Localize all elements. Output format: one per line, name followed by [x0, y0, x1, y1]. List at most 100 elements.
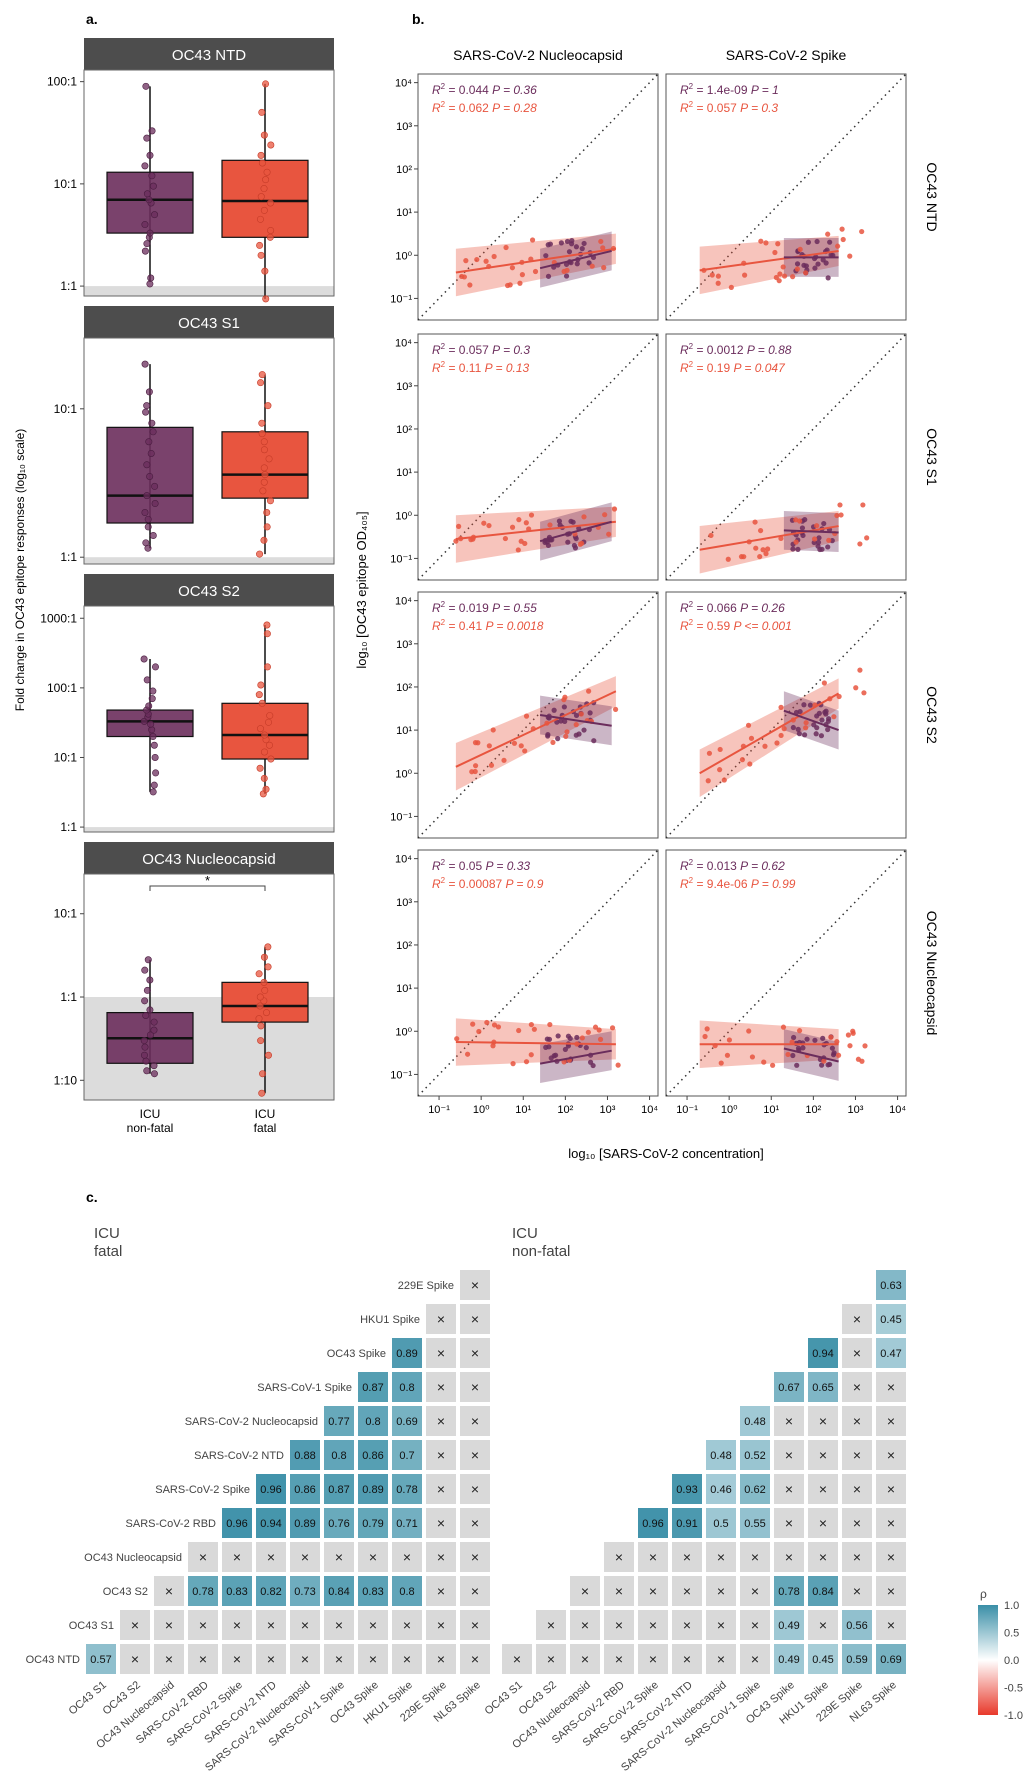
- heatmap-cell-value: 0.79: [362, 1518, 383, 1530]
- x-category-label: non-fatal: [127, 1121, 174, 1135]
- nonfatal-point: [795, 1045, 802, 1051]
- data-point: [142, 539, 150, 547]
- heatmap-cell-marker: ×: [301, 1549, 309, 1565]
- fatal-point: [796, 518, 803, 524]
- heatmap-cell-marker: ×: [717, 1617, 725, 1633]
- heatmap-cell-na: [740, 1644, 770, 1674]
- fatal-confidence-band: [699, 235, 839, 295]
- heatmap-cell-na: [876, 1474, 906, 1504]
- identity-line: [665, 73, 907, 321]
- heatmap-cell: [740, 1440, 770, 1470]
- panel-strip: [84, 842, 334, 874]
- heatmap-cell: [672, 1508, 702, 1538]
- heatmap-cell-na: [876, 1610, 906, 1640]
- heatmap-cell-na: [740, 1542, 770, 1572]
- nonfatal-point: [573, 712, 580, 719]
- data-point: [260, 478, 268, 486]
- heatmap-cell-marker: ×: [683, 1651, 691, 1667]
- heatmap-cell-value: 0.48: [710, 1450, 731, 1462]
- data-point: [141, 360, 149, 368]
- nonfatal-point: [590, 1062, 596, 1069]
- heatmap-cell-na: [188, 1610, 218, 1640]
- data-point: [255, 691, 263, 699]
- heatmap-cell-marker: ×: [717, 1651, 725, 1667]
- heatmap-cell-value: 0.71: [396, 1518, 417, 1530]
- nonfatal-point: [555, 736, 561, 742]
- fatal-point: [523, 713, 530, 719]
- heatmap-cell: [392, 1440, 422, 1470]
- heatmap-cell-na: [188, 1644, 218, 1674]
- heatmap-cell-na: [460, 1474, 490, 1504]
- x-category-label: ICU: [255, 1107, 276, 1121]
- fatal-point: [561, 1059, 567, 1065]
- nonfatal-point: [574, 1034, 580, 1041]
- fatal-point: [456, 523, 462, 529]
- fatal-point: [834, 512, 840, 519]
- heatmap-cell-marker: ×: [649, 1651, 657, 1667]
- row-header: OC43 S1: [924, 428, 940, 486]
- heatmap-cell-value: 0.8: [399, 1586, 414, 1598]
- heatmap-cell-na: [842, 1542, 872, 1572]
- fatal-point: [532, 268, 539, 275]
- heatmap-title: fatal: [94, 1243, 122, 1260]
- data-point: [145, 438, 153, 446]
- heatmap-cell-marker: ×: [131, 1651, 139, 1667]
- heatmap-cell: [706, 1474, 736, 1504]
- fatal-point: [612, 706, 619, 713]
- heatmap-cell-marker: ×: [853, 1515, 861, 1531]
- nonfatal-point: [558, 240, 564, 246]
- data-point: [256, 215, 264, 223]
- nonfatal-point: [794, 261, 801, 267]
- nonfatal-point: [801, 702, 807, 708]
- nonfatal-point: [812, 1037, 818, 1043]
- regression-stats: R2 = 0.05 P = 0.33: [432, 858, 530, 873]
- scatter-panel: 10⁻¹ 10⁻¹ 10⁰ 10⁰ 10¹ 10¹ 10² 10² 10³ 10³ 10⁴ 10⁴ R2…: [390, 849, 659, 1116]
- nonfatal-point: [569, 237, 575, 244]
- panel-label-c: c.: [86, 1189, 98, 1205]
- x-tick-label: 10³: [848, 1104, 864, 1116]
- fatal-point: [470, 1021, 476, 1027]
- heatmap-cell: [222, 1576, 252, 1606]
- heatmap-row-label: 229E Spike: [398, 1280, 454, 1292]
- fatal-point: [564, 729, 570, 735]
- y-tick-label: 1:1: [60, 279, 77, 293]
- heatmap-cell-na: [426, 1542, 456, 1572]
- fatal-point: [509, 265, 516, 271]
- y-tick-label: 1:1: [60, 550, 77, 564]
- fatal-point: [561, 697, 567, 703]
- heatmap-cell-na: [842, 1372, 872, 1402]
- heatmap-cell-value: 0.65: [812, 1382, 833, 1394]
- nonfatal-point: [586, 260, 592, 266]
- heatmap-row-label: SARS-CoV-2 RBD: [126, 1518, 217, 1530]
- heatmap-cell-na: [154, 1610, 184, 1640]
- heatmap-cell: [290, 1474, 320, 1504]
- heatmap-cell-marker: ×: [887, 1583, 895, 1599]
- nonfatal-point: [816, 535, 822, 541]
- y-tick-label: 10⁰: [395, 1026, 412, 1038]
- heatmap-cell: [876, 1644, 906, 1674]
- heatmap-cell-na: [120, 1644, 150, 1674]
- fatal-point: [814, 523, 820, 529]
- nonfatal-point: [573, 732, 579, 738]
- fatal-point: [834, 1038, 840, 1045]
- heatmap-cell-marker: ×: [683, 1549, 691, 1565]
- heatmap-row-label: SARS-CoV-2 NTD: [194, 1450, 284, 1462]
- identity-line: [665, 591, 907, 839]
- fatal-point: [702, 1033, 708, 1040]
- heatmap-cell-marker: ×: [437, 1481, 445, 1497]
- data-point: [260, 446, 268, 454]
- data-point: [266, 199, 274, 207]
- heatmap-cell-na: [842, 1338, 872, 1368]
- data-point: [261, 471, 269, 479]
- heatmap-cell-marker: ×: [819, 1617, 827, 1633]
- heatmap-cell-value: 0.8: [331, 1450, 346, 1462]
- fatal-point: [717, 746, 723, 753]
- panel-strip: [84, 306, 334, 338]
- nonfatal-point: [562, 1046, 568, 1053]
- data-point: [257, 1022, 265, 1030]
- fatal-point: [725, 556, 731, 562]
- heatmap-cell-na: [842, 1576, 872, 1606]
- nonfatal-fit-line: [783, 529, 839, 534]
- nonfatal-point: [815, 539, 822, 545]
- fatal-point: [467, 282, 473, 288]
